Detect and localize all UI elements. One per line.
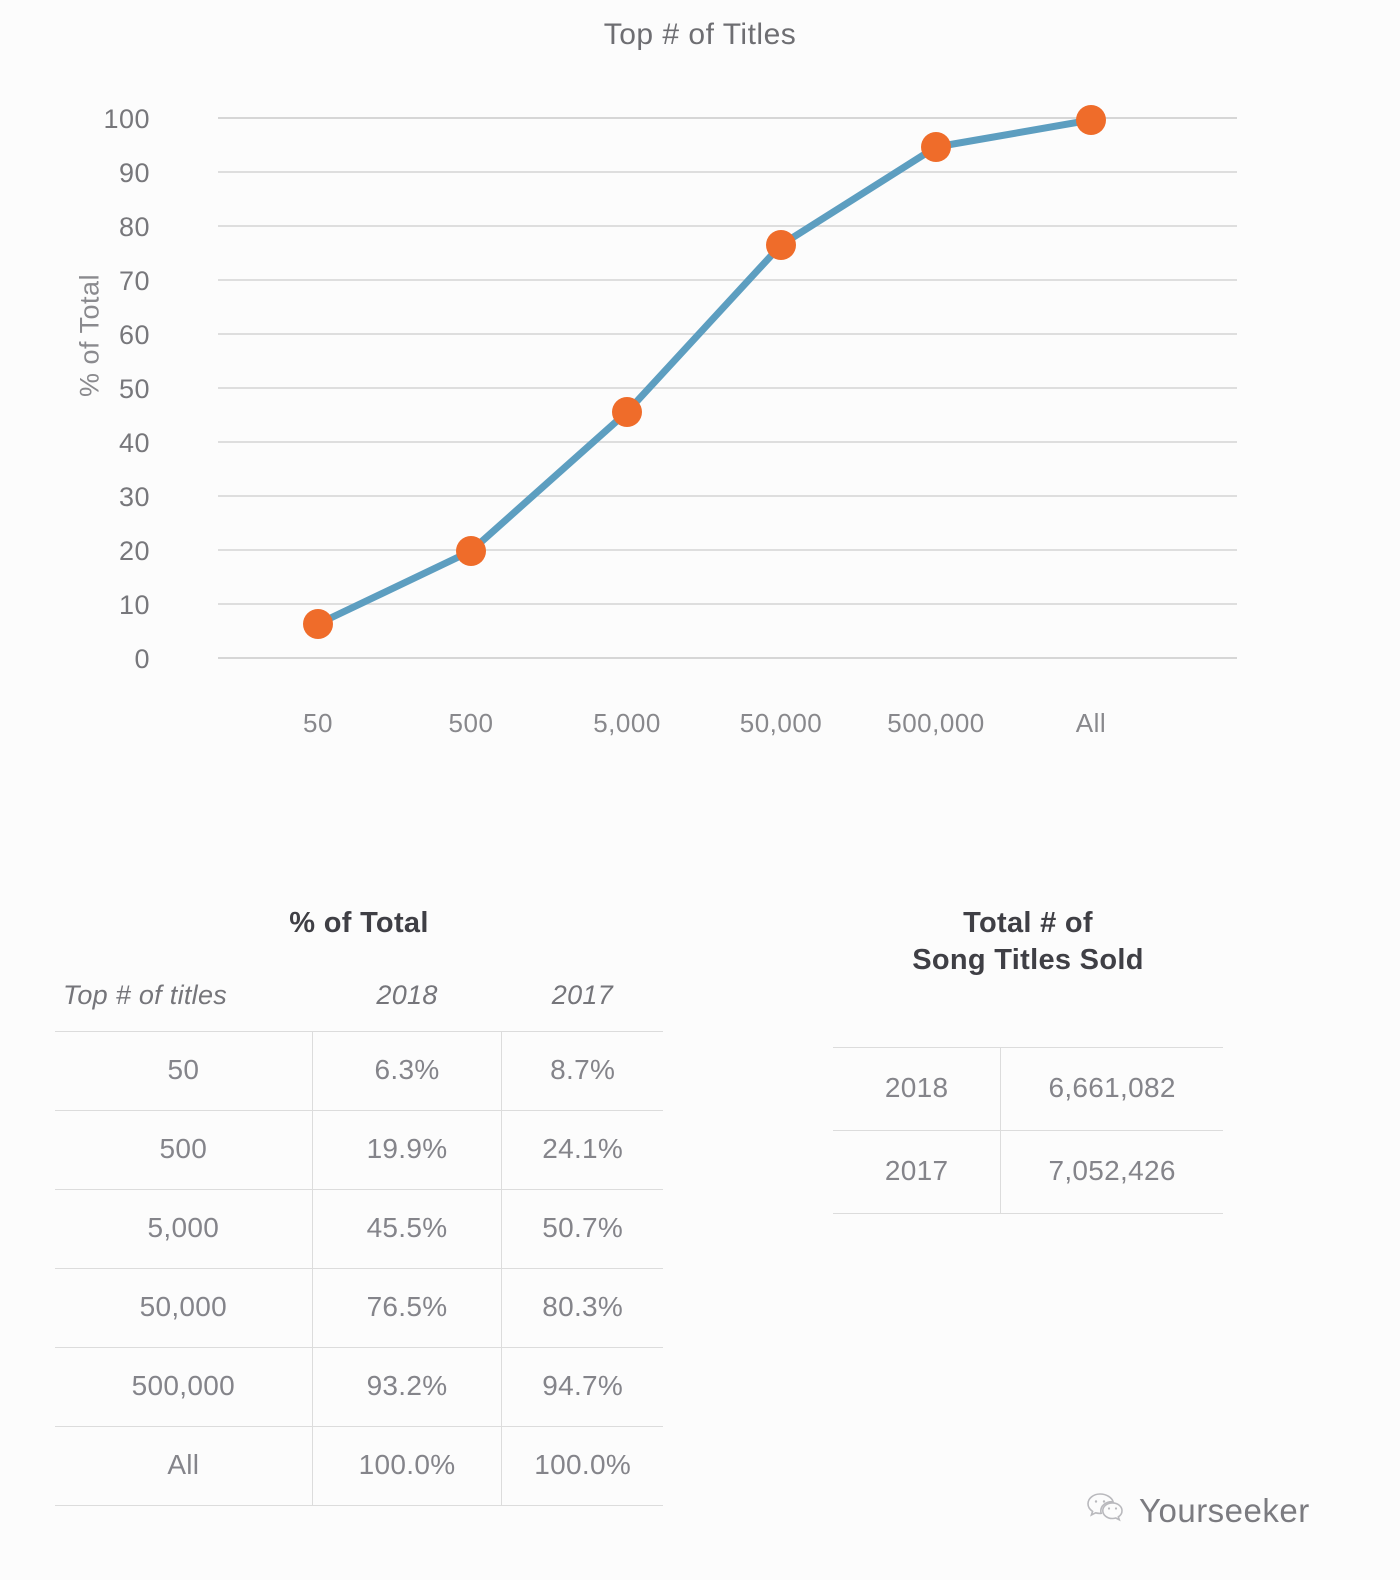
watermark: Yourseeker <box>1085 1490 1310 1531</box>
y-tick-50: 50 <box>118 374 150 404</box>
y-tick-80: 80 <box>118 212 150 242</box>
column-header-2018: 2018 <box>376 980 438 1011</box>
data-point-all[interactable] <box>1076 105 1106 135</box>
cell-year: 2017 <box>833 1130 1002 1215</box>
y-tick-100: 100 <box>103 104 150 134</box>
x-tick-500: 500 <box>448 708 494 738</box>
y-tick-0: 0 <box>134 644 150 674</box>
table-row: 500,000 93.2% 94.7% <box>55 1347 663 1427</box>
x-tick-5000: 5,000 <box>593 708 661 738</box>
x-tick-500000: 500,000 <box>887 708 985 738</box>
watermark-label: Yourseeker <box>1139 1491 1310 1529</box>
cell-2017: 8.7% <box>501 1031 663 1111</box>
y-tick-40: 40 <box>118 428 150 458</box>
column-header-titles: Top # of titles <box>63 980 228 1011</box>
data-point-500000[interactable] <box>921 132 951 162</box>
series-line-2018 <box>314 116 1095 628</box>
table-row: 500 19.9% 24.1% <box>55 1110 663 1190</box>
x-tick-50: 50 <box>303 708 333 738</box>
percent-of-total-table-block: % of Total Top # of titles 2018 2017 50 … <box>55 905 663 1507</box>
y-tick-10: 10 <box>118 590 150 620</box>
wechat-icon <box>1085 1490 1125 1531</box>
cell-2018: 6.3% <box>312 1031 503 1111</box>
table-row: 2018 6,661,082 <box>833 1047 1223 1131</box>
cell-2017: 50.7% <box>501 1189 663 1269</box>
table-row: 2017 7,052,426 <box>833 1130 1223 1215</box>
y-tick-90: 90 <box>118 158 150 188</box>
cell-2017: 80.3% <box>501 1268 663 1348</box>
right-table-caption-line1: Total # of <box>963 907 1093 939</box>
cell-total: 6,661,082 <box>1000 1047 1223 1131</box>
cell-2017: 100.0% <box>501 1426 663 1507</box>
x-tick-all: All <box>1075 708 1107 738</box>
table-header-row: Top # of titles 2018 2017 <box>55 980 663 1032</box>
series-markers-2018 <box>303 105 1106 639</box>
cell-total: 7,052,426 <box>1000 1130 1223 1215</box>
x-tick-50000: 50,000 <box>739 708 823 738</box>
cell-top-titles: 5,000 <box>55 1189 313 1269</box>
table-row: 50,000 76.5% 80.3% <box>55 1268 663 1348</box>
table-row: All 100.0% 100.0% <box>55 1426 663 1507</box>
right-table-caption-line2: Song Titles Sold <box>912 944 1144 977</box>
right-table-caption: Total # of Song Titles Sold <box>833 905 1223 979</box>
y-tick-60: 60 <box>118 320 150 350</box>
data-point-500[interactable] <box>456 536 486 566</box>
y-tick-30: 30 <box>118 482 150 512</box>
data-point-5000[interactable] <box>612 397 642 427</box>
chart-plot-area <box>218 105 1237 659</box>
cell-top-titles: 500 <box>55 1110 313 1190</box>
cell-top-titles: 50,000 <box>55 1268 313 1348</box>
left-table-caption: % of Total <box>289 907 429 939</box>
cell-top-titles: 500,000 <box>55 1347 313 1427</box>
cell-2017: 24.1% <box>501 1110 663 1190</box>
percent-of-total-table: Top # of titles 2018 2017 50 6.3% 8.7% 5… <box>55 980 663 1507</box>
total-song-titles-table-block: Total # of Song Titles Sold 2018 6,661,0… <box>833 905 1223 1215</box>
cell-2018: 93.2% <box>312 1347 503 1427</box>
cell-year: 2018 <box>833 1047 1002 1131</box>
data-point-50000[interactable] <box>766 230 796 260</box>
cell-2018: 19.9% <box>312 1110 503 1190</box>
gridlines <box>218 117 1237 659</box>
total-song-titles-table: 2018 6,661,082 2017 7,052,426 <box>833 1047 1223 1215</box>
cell-2017: 94.7% <box>501 1347 663 1427</box>
data-point-50[interactable] <box>303 609 333 639</box>
cell-top-titles: All <box>55 1426 313 1507</box>
table-row: 50 6.3% 8.7% <box>55 1031 663 1111</box>
column-header-2017: 2017 <box>551 980 614 1011</box>
chart-title: Top # of Titles <box>603 18 797 51</box>
table-row: 5,000 45.5% 50.7% <box>55 1189 663 1269</box>
cell-2018: 45.5% <box>312 1189 503 1269</box>
cell-2018: 100.0% <box>312 1426 503 1507</box>
y-tick-70: 70 <box>118 266 150 296</box>
chart-container: Top # of Titles % of Total 100 90 80 70 … <box>75 18 1237 738</box>
cell-top-titles: 50 <box>55 1031 313 1111</box>
y-tick-20: 20 <box>118 536 150 566</box>
cell-2018: 76.5% <box>312 1268 503 1348</box>
